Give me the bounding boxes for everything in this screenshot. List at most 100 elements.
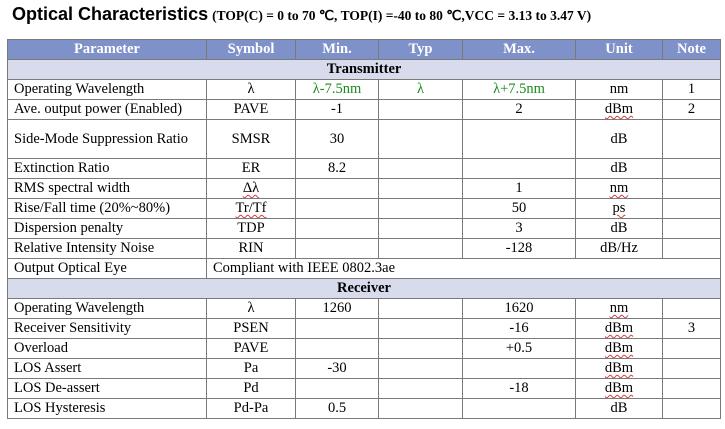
max-cell: -16	[462, 318, 576, 339]
unit-cell: dBm	[575, 378, 663, 399]
min-cell	[295, 178, 379, 199]
column-header-note: Note	[662, 39, 721, 60]
param-cell: Overload	[7, 338, 207, 359]
note-cell	[662, 298, 721, 319]
min-cell: 30	[295, 119, 379, 159]
unit-cell: dBm	[575, 318, 663, 339]
param-cell: Ave. output power (Enabled)	[7, 99, 207, 120]
typ-cell	[378, 398, 463, 419]
note-cell: 3	[662, 318, 721, 339]
symbol-cell: PAVE	[206, 99, 296, 120]
table-row: LOS De-assert Pd -18 dBm	[7, 378, 721, 399]
max-cell: 50	[462, 198, 576, 219]
column-header-max: Max.	[462, 39, 576, 60]
table-row: Dispersion penalty TDP 3 dB	[7, 218, 721, 239]
unit-cell: dBm	[575, 358, 663, 379]
column-header-unit: Unit	[575, 39, 663, 60]
param-cell: Relative Intensity Noise	[7, 238, 207, 259]
max-cell: -128	[462, 238, 576, 259]
min-cell	[295, 218, 379, 239]
symbol-cell: Pd	[206, 378, 296, 399]
param-cell: LOS Hysteresis	[7, 398, 207, 419]
typ-cell	[378, 298, 463, 319]
symbol-cell: PAVE	[206, 338, 296, 359]
typ-cell	[378, 158, 463, 179]
param-cell: Side-Mode Suppression Ratio	[7, 119, 207, 159]
min-cell	[295, 238, 379, 259]
max-cell: 3	[462, 218, 576, 239]
unit-cell: ps	[575, 198, 663, 219]
table-row: LOS Hysteresis Pd-Pa 0.5 dB	[7, 398, 721, 419]
min-cell: λ-7.5nm	[295, 79, 379, 100]
table-row: Extinction Ratio ER 8.2 dB	[7, 158, 721, 179]
symbol-cell: RIN	[206, 238, 296, 259]
unit-cell: dBm	[575, 99, 663, 120]
typ-cell	[378, 318, 463, 339]
note-cell	[662, 358, 721, 379]
table-row: LOS Assert Pa -30 dBm	[7, 358, 721, 379]
symbol-cell: TDP	[206, 218, 296, 239]
table-row: Rise/Fall time (20%~80%) Tr/Tf 50 ps	[7, 198, 721, 219]
param-cell: Receiver Sensitivity	[7, 318, 207, 339]
typ-cell	[378, 338, 463, 359]
unit-cell: dB	[575, 158, 663, 179]
document-heading: Optical Characteristics (TOP(C) = 0 to 7…	[12, 4, 591, 30]
table-row: Ave. output power (Enabled) PAVE -1 2 dB…	[7, 99, 721, 120]
section-row-transmitter: Transmitter	[7, 59, 721, 80]
column-header-parameter: Parameter	[7, 39, 207, 60]
max-cell	[462, 119, 576, 159]
table-row: Operating Wavelength λ λ-7.5nm λ λ+7.5nm…	[7, 79, 721, 100]
max-cell	[462, 398, 576, 419]
symbol-cell: ER	[206, 158, 296, 179]
min-cell: 1260	[295, 298, 379, 319]
min-cell	[295, 318, 379, 339]
min-cell: -1	[295, 99, 379, 120]
typ-cell: λ	[378, 79, 463, 100]
typ-cell	[378, 99, 463, 120]
min-cell	[295, 198, 379, 219]
param-cell: Dispersion penalty	[7, 218, 207, 239]
column-header-min: Min.	[295, 39, 379, 60]
unit-cell: dB	[575, 218, 663, 239]
max-cell: 1620	[462, 298, 576, 319]
param-cell: RMS spectral width	[7, 178, 207, 199]
unit-cell: dB	[575, 119, 663, 159]
symbol-cell: SMSR	[206, 119, 296, 159]
typ-cell	[378, 358, 463, 379]
max-cell: +0.5	[462, 338, 576, 359]
note-cell	[662, 119, 721, 159]
min-cell	[295, 378, 379, 399]
max-cell	[462, 358, 576, 379]
unit-cell: dB/Hz	[575, 238, 663, 259]
note-cell	[662, 178, 721, 199]
table-header-row: Parameter Symbol Min. Typ Max. Unit Note	[7, 39, 721, 60]
unit-cell: nm	[575, 298, 663, 319]
table-row: Operating Wavelength λ 1260 1620 nm	[7, 298, 721, 319]
table-row: Receiver Sensitivity PSEN -16 dBm 3	[7, 318, 721, 339]
param-cell: LOS De-assert	[7, 378, 207, 399]
max-cell: λ+7.5nm	[462, 79, 576, 100]
page-title: Optical Characteristics	[12, 4, 209, 24]
param-cell: Operating Wavelength	[7, 79, 207, 100]
param-cell: Extinction Ratio	[7, 158, 207, 179]
symbol-cell: Tr/Tf	[206, 198, 296, 219]
param-cell: Rise/Fall time (20%~80%)	[7, 198, 207, 219]
symbol-cell: λ	[206, 79, 296, 100]
symbol-cell: Δλ	[206, 178, 296, 199]
note-cell	[662, 378, 721, 399]
typ-cell	[378, 378, 463, 399]
min-cell: -30	[295, 358, 379, 379]
table-row: Overload PAVE +0.5 dBm	[7, 338, 721, 359]
compliance-cell: Compliant with IEEE 0802.3ae	[206, 258, 721, 279]
unit-cell: dBm	[575, 338, 663, 359]
table-row: Output Optical Eye Compliant with IEEE 0…	[7, 258, 721, 279]
param-cell: LOS Assert	[7, 358, 207, 379]
symbol-cell: Pa	[206, 358, 296, 379]
typ-cell	[378, 238, 463, 259]
max-cell: 2	[462, 99, 576, 120]
optical-characteristics-table: Parameter Symbol Min. Typ Max. Unit Note…	[7, 39, 721, 419]
typ-cell	[378, 198, 463, 219]
note-cell	[662, 238, 721, 259]
typ-cell	[378, 119, 463, 159]
unit-cell: nm	[575, 178, 663, 199]
